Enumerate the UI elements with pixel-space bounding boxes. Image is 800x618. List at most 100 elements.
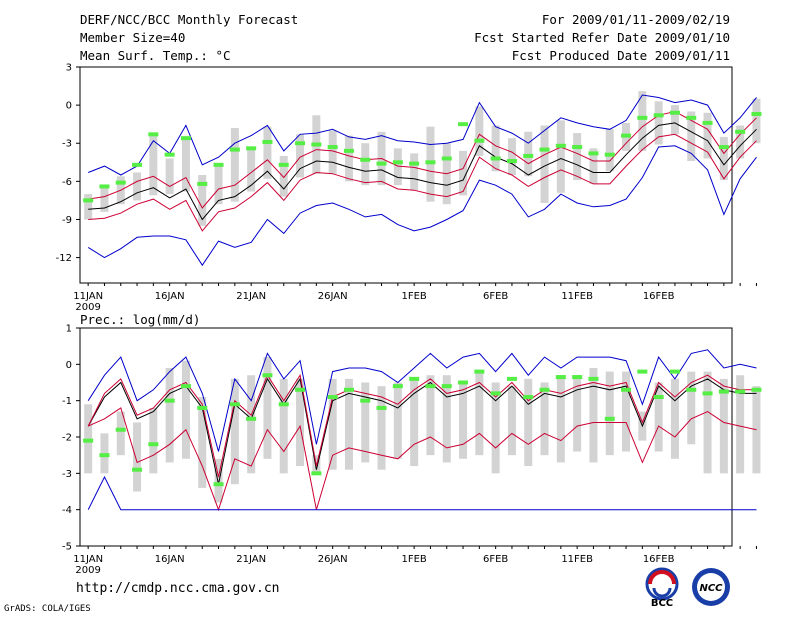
temp-spread-box xyxy=(475,106,484,156)
prec-spread-box xyxy=(133,422,142,492)
temp-spread-box xyxy=(540,125,549,203)
temp-spread-box xyxy=(687,111,696,162)
prec-ytick-label: -1 xyxy=(62,396,72,407)
temp-spread-box xyxy=(589,148,598,184)
produced-date: Fcst Produced Date 2009/01/11 xyxy=(511,48,730,63)
prec-observed-mark xyxy=(718,389,729,394)
prec-ytick-label: -4 xyxy=(62,505,72,516)
prec-spread-box xyxy=(361,382,370,463)
prec-ytick-label: -2 xyxy=(62,433,72,444)
temp-xtick-label: 21JAN xyxy=(236,291,266,302)
prec-observed-mark xyxy=(637,369,648,374)
temp-observed-mark xyxy=(702,120,713,125)
prec-observed-mark xyxy=(148,442,159,447)
prec-observed-mark xyxy=(669,369,680,374)
prec-observed-mark xyxy=(751,387,762,392)
prec-line-ensemble-mean xyxy=(87,377,757,485)
temp-spread-box xyxy=(149,135,158,196)
prec-spread-box xyxy=(605,371,614,456)
prec-observed-mark xyxy=(588,376,599,381)
forecast-period: For 2009/01/11-2009/02/19 xyxy=(541,12,730,27)
prec-observed-mark xyxy=(213,482,224,487)
temp-xtick-label: 6FEB xyxy=(483,291,508,302)
chart-title: DERF/NCC/BCC Monthly Forecast xyxy=(80,12,299,27)
prec-ytick-label: 0 xyxy=(66,360,72,371)
prec-spread-box xyxy=(214,458,223,503)
prec-observed-mark xyxy=(295,387,306,392)
temp-line-ensemble-mean xyxy=(88,122,757,221)
prec-observed-mark xyxy=(83,438,94,443)
temp-xtick-label: 16JAN xyxy=(155,291,185,302)
member-size-label: Member Size=40 xyxy=(80,30,186,45)
prec-spread-box xyxy=(116,411,125,456)
temp-observed-mark xyxy=(669,110,680,115)
source-url[interactable]: http://cmdp.ncc.cma.gov.cn xyxy=(76,581,280,596)
temp-xtick-label: 11JAN xyxy=(73,291,103,302)
temp-spread-box xyxy=(263,126,272,179)
started-refer-date: Fcst Started Refer Date 2009/01/10 xyxy=(474,30,730,45)
prec-observed-mark xyxy=(246,416,257,421)
temp-observed-mark xyxy=(686,115,697,120)
prec-observed-mark xyxy=(180,384,191,389)
prec-spread-box xyxy=(410,378,419,467)
temp-xtick-label: 1FEB xyxy=(402,291,427,302)
prec-observed-mark xyxy=(506,376,517,381)
temp-observed-mark xyxy=(588,151,599,156)
temp-observed-mark xyxy=(555,143,566,148)
prec-observed-mark xyxy=(132,467,143,472)
prec-ytick-label: 1 xyxy=(66,324,72,335)
temp-observed-mark xyxy=(490,156,501,161)
temp-spread-box xyxy=(703,112,712,159)
prec-spread-box xyxy=(247,375,256,474)
prec-xtick-label: 16FEB xyxy=(643,554,675,565)
temp-spread-box xyxy=(247,148,256,192)
prec-spread-box xyxy=(328,378,337,470)
temp-ytick-label: -12 xyxy=(56,253,72,264)
temp-spread-box xyxy=(736,125,745,159)
temp-observed-mark xyxy=(213,162,224,167)
temp-observed-mark xyxy=(99,184,110,189)
temp-spread-box xyxy=(719,136,728,181)
temp-spread-box xyxy=(165,158,174,195)
prec-ytick-label: -3 xyxy=(62,469,72,480)
prec-observed-mark xyxy=(115,427,126,432)
temp-ytick-label: -3 xyxy=(62,139,72,150)
prec-line-upper-spread xyxy=(87,373,757,478)
temp-spread-box xyxy=(344,135,353,182)
prec-spread-box xyxy=(507,386,516,456)
temp-observed-mark xyxy=(278,162,289,167)
temp-observed-mark xyxy=(441,156,452,161)
temp-observed-mark xyxy=(621,133,632,138)
prec-spread-box xyxy=(296,378,305,467)
temp-spread-box xyxy=(654,101,663,145)
prec-observed-mark xyxy=(735,389,746,394)
temp-spread-box xyxy=(605,129,614,172)
temp-year-label: 2009 xyxy=(75,302,100,313)
prec-observed-mark xyxy=(474,369,485,374)
temp-observed-mark xyxy=(392,160,403,165)
temp-spread-box xyxy=(181,138,190,192)
temp-observed-mark xyxy=(376,161,387,166)
temp-observed-mark xyxy=(735,129,746,134)
temp-spread-box xyxy=(296,134,305,178)
prec-observed-mark xyxy=(686,387,697,392)
temp-spread-box xyxy=(410,153,419,191)
prec-observed-mark xyxy=(278,402,289,407)
temp-observed-mark xyxy=(229,147,240,152)
prec-observed-mark xyxy=(229,402,240,407)
prec-xtick-label: 11JAN xyxy=(73,554,103,565)
prec-spread-box xyxy=(149,407,158,474)
prec-xtick-label: 1FEB xyxy=(402,554,427,565)
prec-observed-mark xyxy=(311,471,322,476)
temp-ytick-label: -6 xyxy=(62,177,72,188)
temp-observed-mark xyxy=(343,148,354,153)
temp-observed-mark xyxy=(148,132,159,137)
prec-observed-mark xyxy=(441,384,452,389)
temp-spread-box xyxy=(459,150,468,196)
prec-spread-box xyxy=(165,367,174,463)
prec-year-label: 2009 xyxy=(75,565,100,576)
prec-observed-mark xyxy=(99,453,110,458)
temp-spread-box xyxy=(393,148,402,186)
prec-xtick-label: 21JAN xyxy=(236,554,266,565)
prec-xtick-label: 6FEB xyxy=(483,554,508,565)
